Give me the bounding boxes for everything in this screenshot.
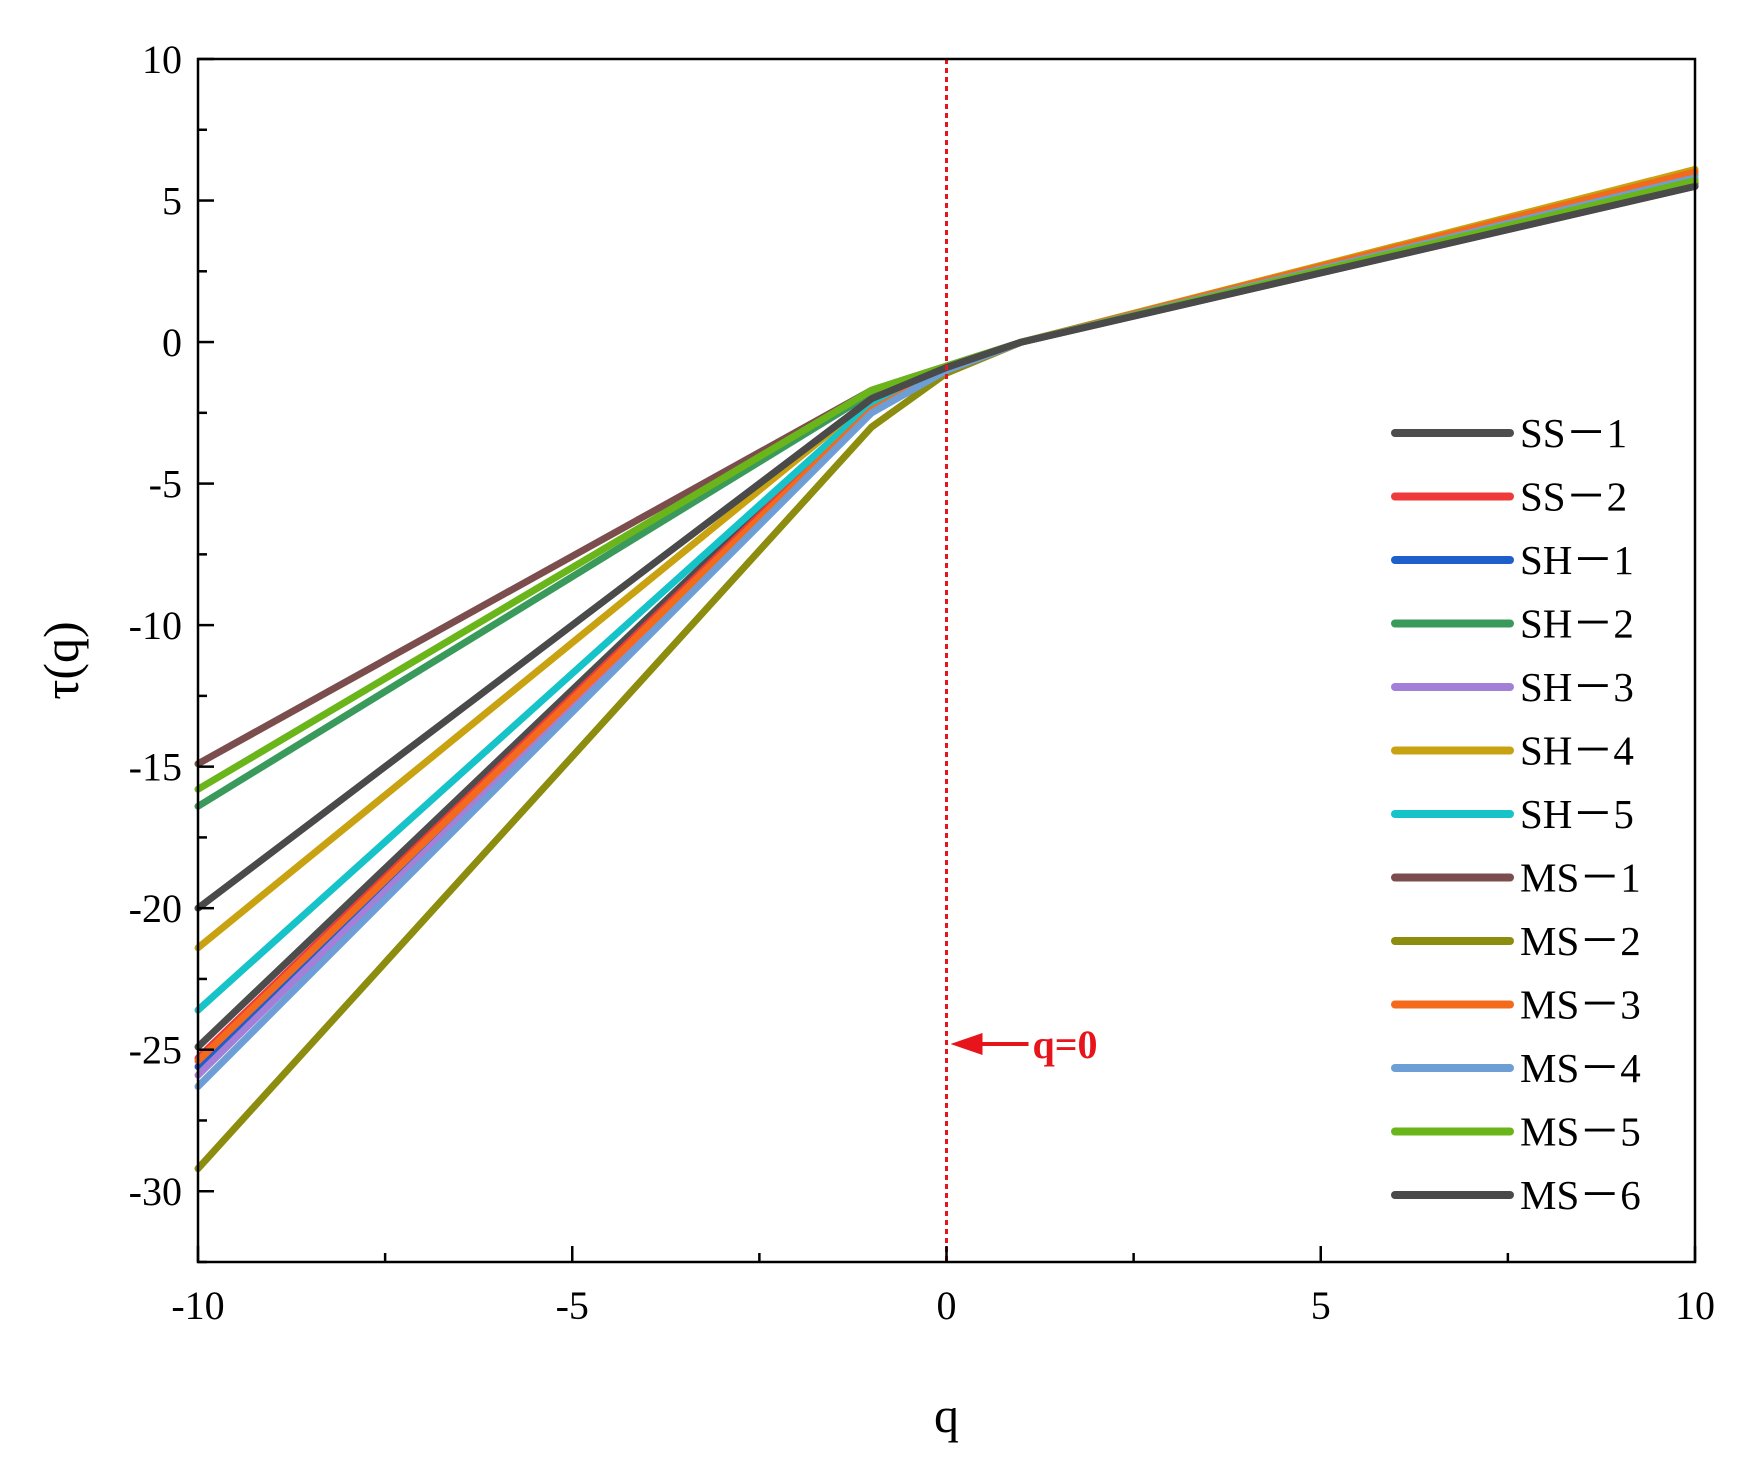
legend-label: SS－1 — [1520, 410, 1627, 456]
legend-label: SH－4 — [1520, 728, 1634, 774]
legend-label: MS－5 — [1520, 1109, 1641, 1155]
legend-label: MS－2 — [1520, 918, 1641, 964]
y-tick-label: -25 — [129, 1028, 182, 1073]
legend-label: MS－4 — [1520, 1045, 1641, 1091]
legend-label: SH－5 — [1520, 791, 1634, 837]
y-tick-label: -10 — [129, 603, 182, 648]
legend: SS－1 SS－2 SH－1 SH－2 SH－3 SH－4 SH－5 MS－1 MS－2 MS－3… — [1391, 410, 1641, 1218]
series-lines — [194, 165, 1699, 1173]
y-tick-label: -30 — [129, 1169, 182, 1214]
x-tick-label: 0 — [937, 1283, 957, 1328]
y-tick-label: -15 — [129, 745, 182, 790]
x-axis-title: q — [934, 1387, 959, 1443]
y-tick-label: -5 — [149, 462, 182, 507]
x-tick-label: -5 — [556, 1283, 589, 1328]
legend-label: MS－1 — [1520, 855, 1641, 901]
x-tick-label: 10 — [1675, 1283, 1715, 1328]
legend-label: SH－3 — [1520, 664, 1634, 710]
y-tick-label: -20 — [129, 886, 182, 931]
annotations: q=0 — [945, 59, 1098, 1262]
y-tick-label: 10 — [142, 37, 182, 82]
y-axis-title: τ(q) — [33, 621, 89, 699]
legend-label: MS－6 — [1520, 1172, 1641, 1218]
y-tick-label: 5 — [162, 179, 182, 224]
legend-label: SH－1 — [1520, 537, 1634, 583]
legend-label: SH－2 — [1520, 601, 1634, 647]
q-zero-arrow-head — [950, 1033, 983, 1056]
x-tick-label: 5 — [1311, 1283, 1331, 1328]
q-zero-annotation-label: q=0 — [1033, 1022, 1098, 1067]
legend-label: SS－2 — [1520, 474, 1627, 520]
y-axis-ticks: 10 5 0 -5 -10 -15 -20 -25 -30 — [129, 37, 214, 1264]
x-axis-ticks: -10 -5 0 5 10 — [171, 1246, 1715, 1328]
legend-label: MS－3 — [1520, 982, 1641, 1028]
x-tick-label: -10 — [171, 1283, 224, 1328]
y-tick-label: 0 — [162, 320, 182, 365]
